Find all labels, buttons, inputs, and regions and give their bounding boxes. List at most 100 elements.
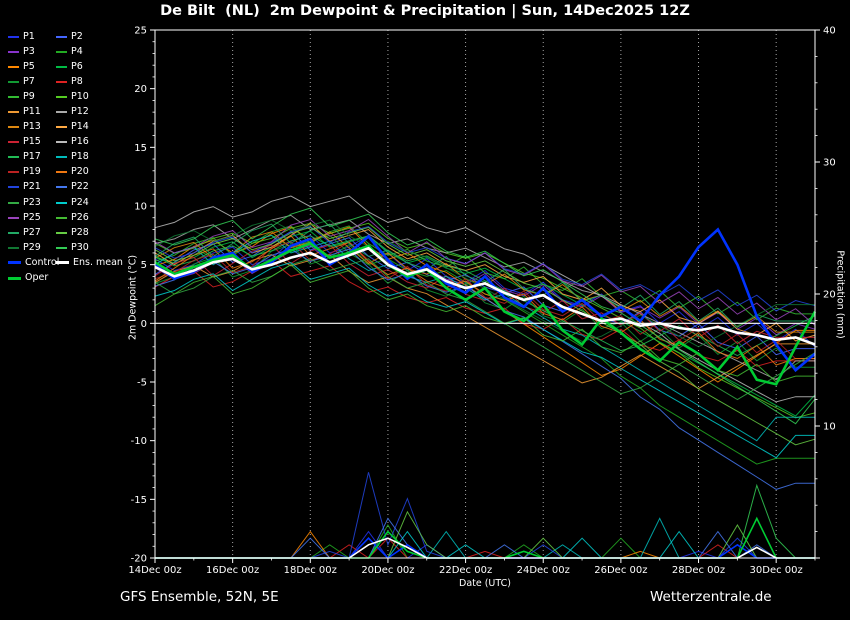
svg-text:10: 10 [823,422,836,433]
legend-color-swatch [8,141,19,144]
legend-item-p4: P4 [56,44,110,59]
svg-text:20: 20 [134,84,147,95]
legend-item-label: P1 [23,30,35,42]
legend-color-swatch [56,231,67,234]
legend-item-p27: P27 [8,225,56,240]
legend-item-label: P9 [23,90,35,102]
legend-item-label: P20 [71,166,89,178]
legend-item-label: P22 [71,181,89,193]
svg-text:30Dec 00z: 30Dec 00z [750,565,803,576]
svg-text:15: 15 [134,143,147,154]
svg-text:10: 10 [134,202,147,213]
legend-color-swatch [56,186,67,189]
legend-item-p14: P14 [56,120,110,135]
legend-color-swatch [56,126,67,129]
svg-text:20Dec 00z: 20Dec 00z [361,565,414,576]
legend-item-label: P24 [71,196,89,208]
legend-item-p12: P12 [56,104,110,119]
legend-item-p13: P13 [8,120,56,135]
svg-text:30: 30 [823,158,836,169]
legend-item-p2: P2 [56,29,110,44]
legend-color-swatch [8,65,19,68]
legend-item-p7: P7 [8,74,56,89]
legend-item-label: P10 [71,90,89,102]
legend-color-swatch [8,126,19,129]
legend-item-label: P5 [23,60,35,72]
legend-item-p18: P18 [56,150,110,165]
legend-color-swatch [56,95,67,98]
legend-item-p11: P11 [8,104,56,119]
legend-item-label: P17 [23,151,41,163]
legend-item-p19: P19 [8,165,56,180]
legend-item-p24: P24 [56,195,110,210]
legend-color-swatch [8,246,19,249]
legend-item-label: P11 [23,106,41,118]
legend-item-label: P3 [23,45,35,57]
svg-text:26Dec 00z: 26Dec 00z [594,565,647,576]
svg-text:18Dec 00z: 18Dec 00z [284,565,337,576]
svg-text:25: 25 [134,26,147,37]
footer-model-info: GFS Ensemble, 52N, 5E [120,589,279,605]
legend-item-label: P15 [23,136,41,148]
legend-item-oper: Oper [8,271,56,286]
legend-item-ens-mean: Ens. mean [56,255,123,270]
legend-item-label: P27 [23,226,41,238]
svg-text:0: 0 [141,319,147,330]
legend-item-p5: P5 [8,59,56,74]
legend-item-label: P29 [23,241,41,253]
legend-item-label: P19 [23,166,41,178]
svg-text:20: 20 [823,290,836,301]
legend-item-label: P26 [71,211,89,223]
legend-color-swatch [56,261,69,265]
legend-item-label: P6 [71,60,83,72]
legend-item-p3: P3 [8,44,56,59]
legend-item-p20: P20 [56,165,110,180]
legend-color-swatch [8,201,19,204]
legend-color-swatch [8,276,21,280]
legend-color-swatch [8,35,19,38]
legend-item-label: P25 [23,211,41,223]
legend-item-p1: P1 [8,29,56,44]
legend-item-control: Control [8,255,60,270]
legend-item-p25: P25 [8,210,56,225]
legend-item-p29: P29 [8,240,56,255]
footer-brand: Wetterzentrale.de [650,589,772,605]
legend-item-p26: P26 [56,210,110,225]
legend-item-label: Control [25,256,60,268]
svg-text:22Dec 00z: 22Dec 00z [439,565,492,576]
legend-item-label: P13 [23,121,41,133]
y-axis-label-dewpoint: 2m Dewpoint (°C) [127,254,139,341]
legend-item-label: P28 [71,226,89,238]
legend-color-swatch [8,50,19,53]
legend-color-swatch [8,186,19,189]
legend-item-label: P4 [71,45,83,57]
legend-item-p17: P17 [8,150,56,165]
legend-item-label: P16 [71,136,89,148]
svg-text:40: 40 [823,26,836,37]
legend-color-swatch [56,111,67,114]
legend-item-label: P2 [71,30,83,42]
legend-color-swatch [56,171,67,174]
legend-color-swatch [56,50,67,53]
legend-color-swatch [56,216,67,219]
legend-item-label: Ens. mean [73,256,123,268]
svg-text:-15: -15 [131,495,147,506]
legend-item-p23: P23 [8,195,56,210]
legend-color-swatch [56,65,67,68]
svg-text:24Dec 00z: 24Dec 00z [517,565,570,576]
legend: P1 P2 P3 P4 P5 P6 P7 P8 P9 P10 P11 P12 P13 P14 P15 P16 P… [8,29,123,286]
legend-color-swatch [56,141,67,144]
legend-item-label: P30 [71,241,89,253]
legend-item-label: Oper [25,272,49,284]
legend-color-swatch [8,171,19,174]
svg-text:28Dec 00z: 28Dec 00z [672,565,725,576]
legend-color-swatch [8,261,21,265]
legend-item-p30: P30 [56,240,110,255]
legend-item-label: P8 [71,75,83,87]
legend-item-p15: P15 [8,135,56,150]
legend-color-swatch [56,80,67,83]
legend-color-swatch [56,35,67,38]
legend-item-label: P14 [71,121,89,133]
